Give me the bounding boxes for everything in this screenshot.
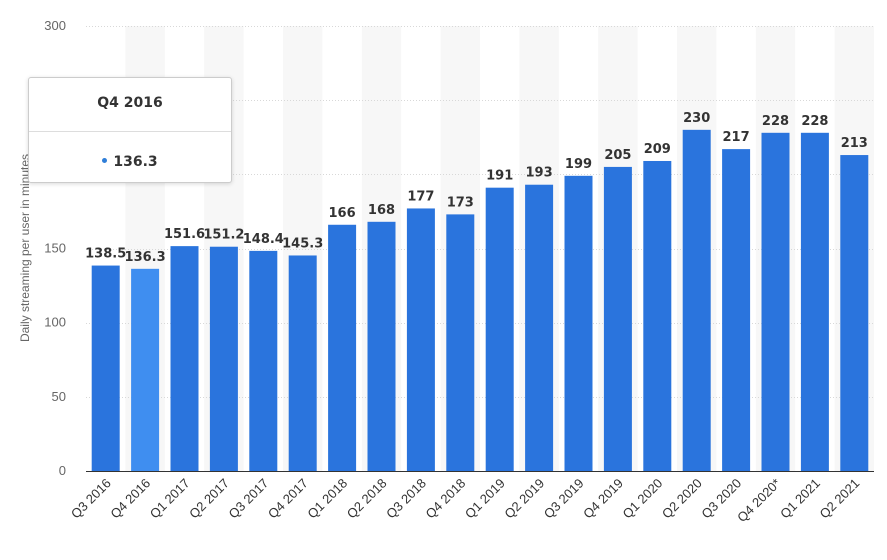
data-label: 228	[801, 114, 828, 129]
data-label: 217	[723, 130, 750, 145]
x-tick-label: Q1 2018	[304, 476, 350, 522]
gridlines	[86, 26, 874, 398]
y-tick-label: 100	[44, 315, 66, 330]
x-tick-label: Q3 2017	[226, 476, 272, 522]
bar[interactable]	[91, 265, 120, 471]
data-label: 145.3	[282, 236, 323, 251]
y-axis-title: Daily streaming per user in minutes	[18, 154, 32, 342]
x-tick-label: Q2 2017	[186, 476, 232, 522]
data-label: 168	[368, 203, 395, 218]
data-label: 166	[329, 206, 356, 221]
tooltip: Q4 2016 136.3	[28, 77, 232, 183]
data-label: 136.3	[125, 250, 166, 265]
data-label: 205	[604, 148, 631, 163]
x-tick-label: Q2 2020	[659, 476, 705, 522]
data-label: 177	[407, 189, 434, 204]
data-label: 230	[683, 111, 710, 126]
x-tick-label: Q3 2019	[541, 476, 587, 522]
bar[interactable]	[170, 246, 199, 471]
y-tick-label: 300	[44, 18, 66, 33]
data-label: 193	[526, 166, 553, 181]
bar[interactable]	[249, 250, 278, 471]
tooltip-title: Q4 2016	[97, 95, 163, 111]
data-label: 191	[486, 169, 513, 184]
bar[interactable]	[603, 166, 632, 471]
x-tick-label: Q4 2017	[265, 476, 311, 522]
bar[interactable]	[722, 149, 751, 471]
tooltip-value-row: 136.3	[29, 154, 231, 170]
bar[interactable]	[367, 221, 396, 471]
bar[interactable]	[800, 132, 829, 472]
y-tick-label: 150	[44, 241, 66, 256]
tooltip-divider	[29, 131, 231, 132]
bar[interactable]	[446, 214, 475, 471]
x-tick-label: Q3 2016	[68, 476, 114, 522]
bar[interactable]	[328, 224, 357, 471]
x-tick-label: Q1 2019	[462, 476, 508, 522]
x-tick-label: Q1 2020	[620, 476, 666, 522]
data-label: 148.4	[243, 232, 284, 247]
data-label: 151.6	[164, 227, 205, 242]
data-label: 151.2	[203, 228, 244, 243]
bar[interactable]	[209, 246, 238, 471]
x-tick-label: Q1 2021	[777, 476, 823, 522]
x-tick-label: Q3 2018	[383, 476, 429, 522]
bar[interactable]	[761, 132, 790, 472]
bar[interactable]	[840, 155, 869, 472]
bar[interactable]	[406, 208, 435, 471]
x-tick-label: Q2 2019	[501, 476, 547, 522]
bar[interactable]	[485, 187, 514, 471]
y-axis-ticks: 0 50 100 150 300	[44, 18, 66, 478]
x-tick-label: Q4 2020*	[734, 476, 783, 525]
y-tick-label: 50	[52, 389, 66, 404]
data-label: 138.5	[85, 247, 126, 262]
x-tick-label: Q4 2016	[107, 476, 153, 522]
series-dot-icon	[102, 157, 108, 163]
data-label: 228	[762, 114, 789, 129]
bar[interactable]	[643, 160, 672, 471]
x-tick-label: Q1 2017	[147, 476, 193, 522]
bars	[91, 129, 869, 472]
data-label: 213	[841, 136, 868, 151]
x-tick-label: Q4 2019	[580, 476, 626, 522]
bar[interactable]	[682, 129, 711, 472]
x-tick-label: Q4 2018	[423, 476, 469, 522]
bar[interactable]	[564, 175, 593, 472]
data-label: 209	[644, 142, 671, 157]
bar[interactable]	[131, 268, 160, 471]
x-tick-label: Q2 2018	[344, 476, 390, 522]
x-tick-label: Q2 2021	[817, 476, 863, 522]
bar[interactable]	[288, 255, 317, 471]
tooltip-value: 136.3	[113, 154, 158, 170]
data-label: 199	[565, 157, 592, 172]
data-label: 173	[447, 195, 474, 210]
bar[interactable]	[525, 184, 554, 471]
y-tick-label: 0	[59, 463, 66, 478]
